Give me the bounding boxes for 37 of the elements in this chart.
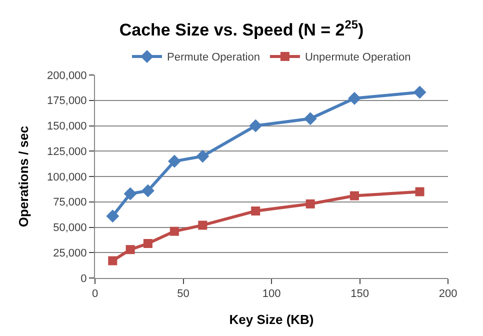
point	[143, 238, 152, 248]
point	[415, 187, 424, 196]
point	[124, 187, 137, 200]
point	[198, 220, 208, 230]
x-tick-label: 50	[177, 288, 190, 300]
point	[413, 86, 426, 99]
y-tick-label: 150,000	[47, 120, 87, 133]
y-tick-label: 0	[80, 272, 87, 285]
point	[170, 226, 179, 236]
y-tick-label: 50,000	[53, 222, 87, 234]
x-tick-label: 100	[262, 288, 281, 300]
x-tick-label: 150	[350, 288, 369, 300]
y-tick-label: 100,000	[47, 171, 87, 184]
point	[141, 184, 154, 198]
point	[249, 119, 262, 132]
point	[126, 245, 135, 254]
legend-label: Unpermute Operation	[304, 52, 411, 64]
y-tick-label: 125,000	[47, 146, 87, 158]
y-tick-label: 75,000	[53, 196, 87, 209]
point	[108, 256, 118, 266]
y-tick-label: 25,000	[53, 247, 87, 260]
point	[348, 92, 361, 105]
y-tick-label: 200,000	[47, 70, 87, 82]
y-tick-label: 175,000	[47, 95, 87, 108]
point	[304, 112, 317, 126]
y-axis-title: Operations / sec	[16, 126, 31, 228]
point	[251, 206, 260, 216]
chart-title: Cache Size vs. Speed (N = 2$^{25}$)	[119, 17, 364, 40]
x-tick-label: 200	[438, 288, 458, 300]
point	[196, 150, 210, 163]
point	[106, 210, 120, 223]
point	[168, 154, 181, 168]
legend-label: Permute Operation	[167, 52, 260, 64]
x-tick-label: 0	[92, 288, 98, 300]
point	[350, 191, 359, 200]
point	[306, 199, 315, 208]
x-axis-title: Key Size (KB)	[229, 312, 314, 327]
